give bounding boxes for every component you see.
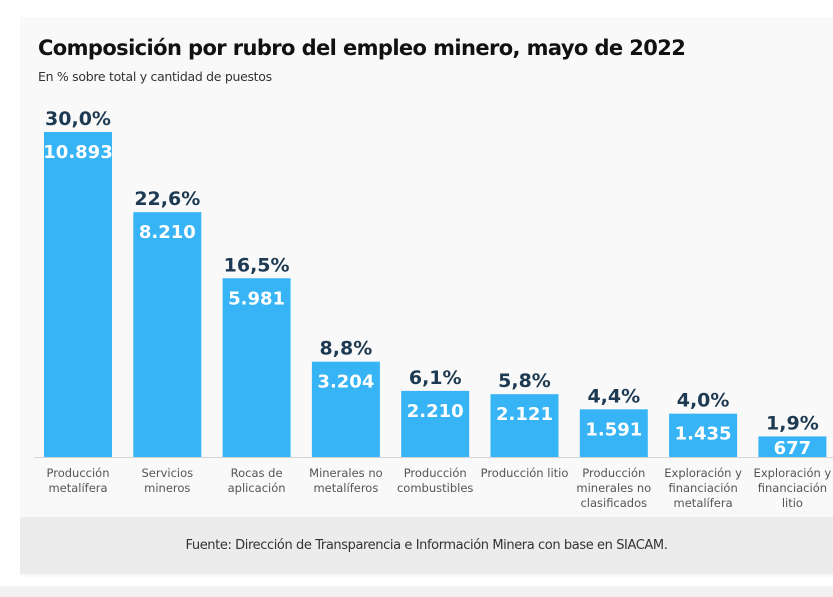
bar <box>222 278 291 457</box>
percent-label: 6,1% <box>409 367 462 389</box>
percent-label: 5,8% <box>498 370 551 392</box>
percent-label: 30,0% <box>45 108 111 130</box>
count-label: 5.981 <box>228 288 285 309</box>
bar <box>401 390 470 457</box>
page-divider <box>0 586 833 597</box>
category-label: litio <box>782 496 803 510</box>
percent-label: 22,6% <box>134 188 200 210</box>
category-label: aplicación <box>228 481 286 495</box>
category-label: Servicios <box>141 466 193 480</box>
bar <box>44 132 112 457</box>
bar <box>758 436 827 457</box>
category-label: financiación <box>668 481 737 495</box>
category-label: Producción <box>47 466 110 480</box>
bar <box>579 409 648 457</box>
bar <box>490 394 559 457</box>
percent-label: 16,5% <box>224 254 290 276</box>
category-label: metalífera <box>674 496 733 510</box>
chart-title: Composición por rubro del empleo minero,… <box>38 36 686 60</box>
count-label: 8.210 <box>139 222 196 243</box>
category-label: Producción <box>582 466 645 480</box>
category-label: financiación <box>758 481 827 495</box>
category-label: combustibles <box>397 481 473 495</box>
category-label: clasificados <box>580 496 647 510</box>
count-label: 2.121 <box>496 404 553 425</box>
percent-label: 4,4% <box>587 385 640 407</box>
percent-label: 4,0% <box>677 390 730 412</box>
bar-chart: 30,0%10.893Producciónmetalífera22,6%8.21… <box>34 108 833 510</box>
chart-card: Composición por rubro del empleo minero,… <box>20 17 833 577</box>
percent-label: 1,9% <box>766 412 819 434</box>
category-label: Rocas de <box>231 466 283 480</box>
category-label: Minerales no <box>309 466 383 480</box>
source-note: Fuente: Dirección de Transparencia e Inf… <box>20 517 833 574</box>
category-label: Producción litio <box>481 466 569 480</box>
count-label: 1.591 <box>585 419 642 440</box>
count-label: 3.204 <box>317 372 374 393</box>
category-label: minerales no <box>576 481 651 495</box>
percent-label: 8,8% <box>320 338 373 360</box>
category-label: Exploración y <box>754 466 832 480</box>
category-label: Producción <box>404 466 467 480</box>
category-label: Exploración y <box>664 466 742 480</box>
category-label: metalíferos <box>313 481 378 495</box>
bar <box>133 212 202 457</box>
count-label: 1.435 <box>675 424 732 445</box>
count-label: 10.893 <box>43 142 112 163</box>
category-label: mineros <box>144 481 190 495</box>
count-label: 2.210 <box>407 401 464 422</box>
category-label: metalífera <box>48 481 107 495</box>
bar <box>311 361 380 457</box>
chart-subtitle: En % sobre total y cantidad de puestos <box>38 69 272 84</box>
count-label: 677 <box>774 438 812 459</box>
bar <box>669 413 738 457</box>
